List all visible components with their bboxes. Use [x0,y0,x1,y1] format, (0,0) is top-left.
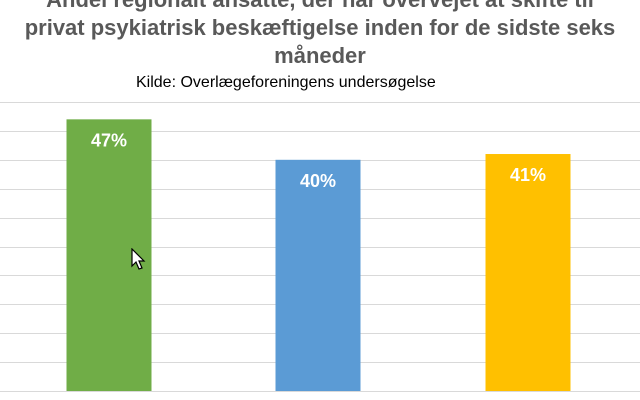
chart-title: Andel regionalt ansatte, der har overvej… [0,0,640,70]
bar-value-label-2: 40% [300,171,336,191]
chart-title-line-3: måneder [274,43,366,68]
chart-subtitle: Kilde: Overlægeforeningens undersøgelse [136,74,436,91]
chart-title-line-2: privat psykiatrisk beskæftigelse inden f… [24,15,616,40]
chart-title-line-1: Andel regionalt ansatte, der har overvej… [0,0,640,14]
bar-value-label-3: 41% [510,165,546,185]
bar-2 [275,159,361,391]
mouse-cursor-icon [131,248,146,270]
bar-value-label-1: 47% [91,130,127,150]
bar-3 [485,154,571,391]
